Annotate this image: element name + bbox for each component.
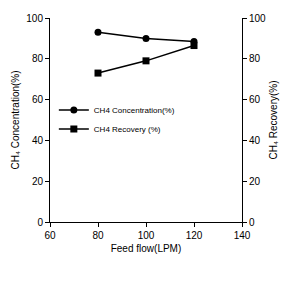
svg-text:0: 0 <box>37 217 43 228</box>
svg-text:100: 100 <box>26 13 43 24</box>
svg-text:120: 120 <box>186 230 203 241</box>
svg-text:0: 0 <box>249 217 255 228</box>
svg-text:60: 60 <box>44 230 56 241</box>
svg-text:40: 40 <box>249 135 261 146</box>
svg-text:20: 20 <box>32 176 44 187</box>
svg-text:60: 60 <box>249 94 261 105</box>
svg-text:60: 60 <box>32 94 44 105</box>
svg-text:CH4 Recovery (%): CH4 Recovery (%) <box>94 125 161 134</box>
svg-text:100: 100 <box>249 13 266 24</box>
svg-text:CH4 Concentration(%): CH4 Concentration(%) <box>94 106 175 115</box>
svg-text:Feed flow(LPM): Feed flow(LPM) <box>111 243 182 254</box>
svg-text:CH₄ Recovery(%): CH₄ Recovery(%) <box>268 80 279 159</box>
svg-text:80: 80 <box>92 230 104 241</box>
svg-text:100: 100 <box>138 230 155 241</box>
svg-text:140: 140 <box>234 230 251 241</box>
svg-text:80: 80 <box>249 53 261 64</box>
svg-text:CH₄ Concentration(%): CH₄ Concentration(%) <box>10 70 21 169</box>
svg-text:20: 20 <box>249 176 261 187</box>
svg-text:40: 40 <box>32 135 44 146</box>
svg-text:80: 80 <box>32 53 44 64</box>
